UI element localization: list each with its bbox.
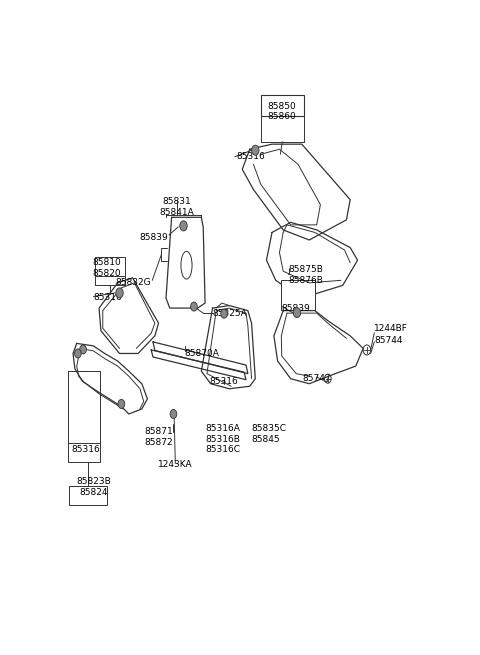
Circle shape bbox=[180, 221, 187, 231]
FancyBboxPatch shape bbox=[261, 95, 304, 117]
Polygon shape bbox=[202, 305, 255, 389]
Text: 85325A: 85325A bbox=[213, 309, 247, 318]
Polygon shape bbox=[274, 310, 363, 384]
Text: 85810
85820: 85810 85820 bbox=[92, 258, 121, 278]
Text: 85316: 85316 bbox=[94, 293, 122, 303]
Circle shape bbox=[252, 145, 259, 155]
Circle shape bbox=[293, 308, 300, 318]
FancyBboxPatch shape bbox=[281, 280, 315, 310]
Text: 85316: 85316 bbox=[237, 152, 265, 161]
Circle shape bbox=[191, 302, 197, 311]
FancyBboxPatch shape bbox=[68, 443, 100, 462]
Text: 85850
85860: 85850 85860 bbox=[267, 102, 296, 121]
Text: 85870A: 85870A bbox=[185, 349, 219, 358]
Polygon shape bbox=[153, 342, 248, 373]
Text: 1243KA: 1243KA bbox=[158, 460, 192, 469]
Text: 85871
85872: 85871 85872 bbox=[144, 427, 173, 447]
Text: 1244BF: 1244BF bbox=[374, 324, 408, 333]
FancyBboxPatch shape bbox=[69, 485, 107, 505]
Text: 85832G: 85832G bbox=[116, 278, 151, 288]
Text: 85747: 85747 bbox=[302, 374, 331, 383]
Polygon shape bbox=[166, 217, 205, 308]
Polygon shape bbox=[99, 278, 158, 354]
Circle shape bbox=[74, 349, 81, 358]
Text: 85839: 85839 bbox=[281, 303, 310, 312]
Polygon shape bbox=[73, 343, 147, 414]
Circle shape bbox=[80, 345, 86, 354]
Text: 85823B
85824: 85823B 85824 bbox=[76, 477, 111, 497]
Text: 85316A
85316B
85316C: 85316A 85316B 85316C bbox=[205, 424, 240, 455]
Circle shape bbox=[170, 409, 177, 419]
Polygon shape bbox=[151, 350, 246, 380]
Polygon shape bbox=[266, 222, 358, 298]
Text: 85744: 85744 bbox=[374, 337, 403, 345]
Polygon shape bbox=[242, 144, 350, 240]
Circle shape bbox=[221, 309, 228, 318]
Circle shape bbox=[116, 288, 123, 298]
FancyBboxPatch shape bbox=[96, 257, 125, 276]
Text: 85875B
85876B: 85875B 85876B bbox=[289, 265, 324, 285]
Text: 85316: 85316 bbox=[72, 445, 100, 454]
Text: 85835C
85845: 85835C 85845 bbox=[252, 424, 287, 444]
Text: 85316: 85316 bbox=[209, 377, 238, 386]
Text: 85831
85841A: 85831 85841A bbox=[160, 197, 194, 217]
Text: 85839: 85839 bbox=[139, 233, 168, 242]
Circle shape bbox=[118, 400, 125, 409]
